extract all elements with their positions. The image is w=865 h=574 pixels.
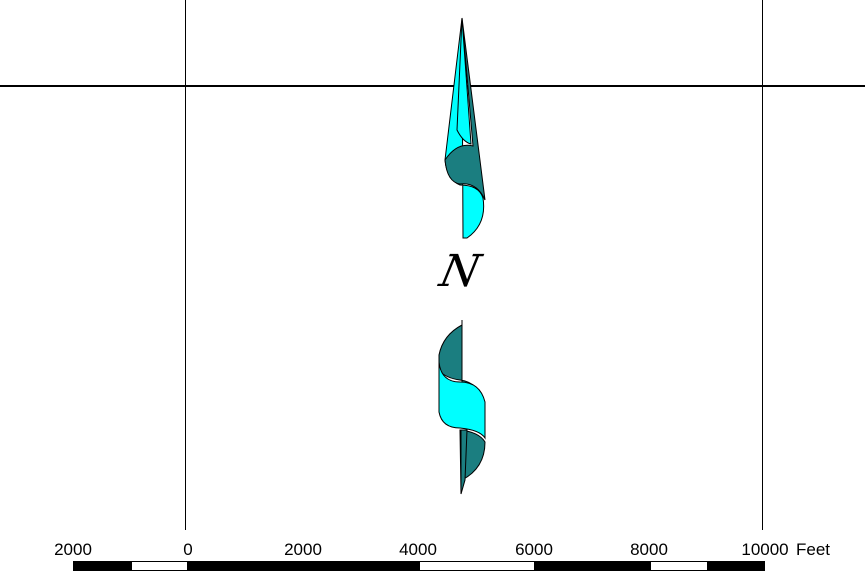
- scale-bar-segments: [73, 561, 765, 573]
- north-arrow-upper-dark: [444, 17, 486, 201]
- scale-label: 4000: [399, 540, 437, 559]
- scale-segment: [419, 561, 535, 571]
- scale-label: 2000: [284, 540, 322, 559]
- graticule-line-vertical: [762, 0, 763, 530]
- north-label: N: [435, 246, 485, 297]
- north-arrow-icon: [438, 17, 486, 495]
- scale-segment: [650, 561, 708, 571]
- scale-segment: [131, 561, 188, 571]
- north-arrow-lower-strip: [460, 429, 468, 495]
- north-arrow-upper-tip: [456, 17, 472, 145]
- scale-segment: [304, 561, 419, 571]
- scale-unit-label: Feet: [796, 540, 831, 559]
- scale-label: 0: [183, 540, 193, 559]
- scale-segment: [73, 561, 131, 571]
- scale-segment: [535, 561, 650, 571]
- scale-label: 2000: [54, 540, 92, 559]
- scale-label: 10000: [741, 540, 789, 559]
- scale-segment: [188, 561, 304, 571]
- graticule-line-horizontal: [0, 85, 865, 87]
- graticule-line-vertical: [185, 0, 186, 530]
- scale-segment: [708, 561, 765, 571]
- north-arrow-lower-light: [438, 361, 486, 440]
- scale-label: 8000: [630, 540, 668, 559]
- scale-label: 6000: [515, 540, 553, 559]
- scale-bar: 2000 0 2000 4000 6000 8000 10000 Feet: [0, 530, 865, 574]
